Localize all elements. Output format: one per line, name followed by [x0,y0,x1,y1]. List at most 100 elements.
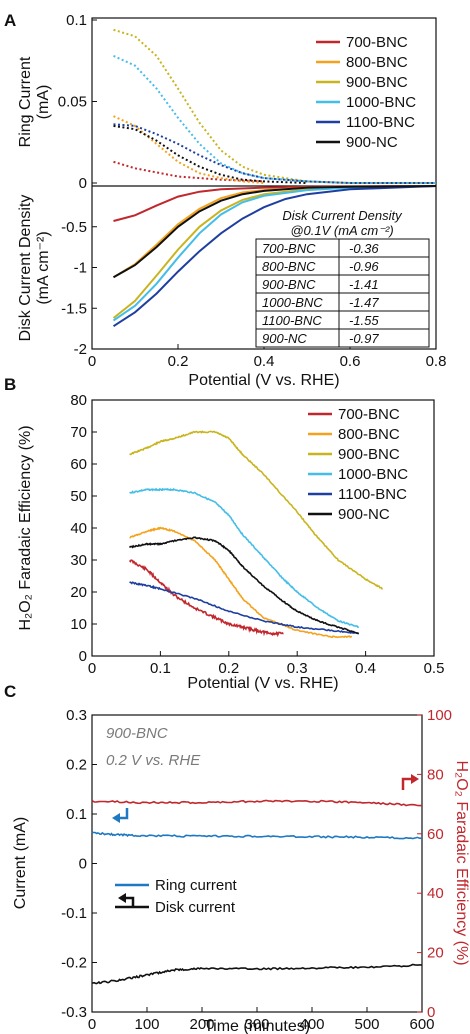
panel-a: A 0 0.2 0.4 0.6 0.8 0.1 0.05 0 -0.5 -1 -1.5 -2 Ring… [4,11,446,389]
y-tick-label: 20 [70,584,87,601]
y-tick-label: 30 [70,552,87,569]
stability-line-disk-current [91,963,423,985]
y-tick-label: 0 [79,175,87,192]
legend-label-900-bnc: 900-BNC [338,446,400,463]
panel-b-legend: 700-BNC 800-BNC 900-BNC 1000-BNC 1100-BNC 900… [308,406,408,523]
legend-label-700-bnc: 700-BNC [346,34,408,51]
y-tick-label: 20 [427,945,444,962]
table-cell-sample: 1100-BNC [262,313,322,328]
panel-c-xlabel: Time (minutes) [204,1018,310,1034]
y-tick-label: 0 [79,648,87,665]
y-tick-label: 60 [70,456,87,473]
panel-a-xlabel: Potential (V vs. RHE) [188,372,339,389]
legend-label-700-bnc: 700-BNC [338,406,400,423]
x-tick-label: 0.5 [424,660,445,677]
table-cell-value: -0.36 [349,241,379,256]
table-cell-value: -1.41 [349,277,379,292]
fe-line-800-bnc [129,526,353,639]
panel-c-label: C [4,682,16,701]
legend-label-disk-current: Disk current [155,899,236,916]
ring-line-900-nc [113,124,308,184]
table-cell-sample: 800-BNC [262,259,316,274]
disk-line-1100-bnc [112,185,437,328]
x-tick-label: 0.8 [426,353,447,370]
fe-line-1000-bnc [129,487,359,628]
y-tick-label: -0.1 [61,905,87,922]
legend-label-800-bnc: 800-BNC [346,54,408,71]
y-tick-label: 0.1 [66,12,87,29]
legend-label-900-nc: 900-NC [346,134,398,151]
y-tick-label: 60 [427,826,444,843]
x-tick-label: 300 [244,1016,269,1033]
y-tick-label: -2 [74,341,87,358]
x-tick-label: 0 [88,1016,96,1033]
panel-b: B 0 0.1 0.2 0.3 0.4 0.5 0 10 20 30 40 50 60 70 80 H₂O₂… [4,375,444,692]
legend-label-900-nc: 900-NC [338,506,390,523]
x-tick-label: 0 [88,660,96,677]
ring-ylabel: Ring Current [17,56,34,147]
disk-line-1000-bnc [112,185,437,322]
right-axis-arrowhead [411,774,419,784]
panel-b-xlabel: Potential (V vs. RHE) [187,675,338,692]
x-tick-label: 200 [189,1016,214,1033]
table-cell-value: -1.55 [349,313,379,328]
ring-line-800-bnc [113,115,265,184]
y-tick-label: 40 [427,885,444,902]
y-tick-label: 10 [70,616,87,633]
y-tick-label: 80 [70,392,87,409]
ring-line-700-bnc [113,160,265,183]
y-tick-label: 70 [70,424,87,441]
y-tick-label: -0.2 [61,955,87,972]
legend-label-1000-bnc: 1000-BNC [346,94,416,111]
ring-current-plot [113,28,436,184]
table-cell-sample: 900-NC [262,331,307,346]
x-tick-label: 0 [88,353,96,370]
ring-yunit: (mA) [35,85,52,120]
x-tick-label: 0.4 [355,660,376,677]
stability-line-faradaic-efficiency [91,799,422,807]
disk-axis-arrowhead [118,893,126,903]
fe-line-700-bnc [128,559,284,638]
y-tick-label: 0 [79,856,87,873]
legend-label-1000-bnc: 1000-BNC [338,466,408,483]
table-body: 700-BNC -0.36 800-BNC -0.96 900-BNC -1.41 1000… [255,238,430,348]
fe-line-1100-bnc [129,581,360,635]
y-tick-label: -0.3 [61,1004,87,1021]
y-tick-label: -0.5 [61,219,87,236]
panel-a-legend: 700-BNC 800-BNC 900-BNC 1000-BNC 1100-BNC 900… [316,34,416,151]
x-tick-label: 0.2 [218,660,239,677]
stability-plot [91,799,423,985]
y-tick-label: 0.3 [66,707,87,724]
y-tick-label: 0.1 [66,806,87,823]
table-cell-sample: 700-BNC [262,241,316,256]
ring-line-1000-bnc [113,54,436,184]
disk-yunit: (mA cm⁻²) [35,231,52,304]
annotation-catalyst: 900-BNC [106,725,168,742]
disk-current-table: Disk Current Density @0.1V (mA cm⁻²) 700… [255,208,430,348]
panel-c: C 0 100 200 300 400 500 600-0.3-0.2-0.100.10.2… [4,682,470,1034]
x-tick-label: 0.2 [168,353,189,370]
y-tick-label: -1 [74,260,87,277]
disk-axis-arrow [124,896,135,908]
table-cell-value: -1.47 [349,295,379,310]
disk-ylabel: Disk Current Density [17,195,34,342]
legend-label-ring-current: Ring current [155,877,238,894]
panel-c-ylabel-right: H₂O₂ Faradaic Efficiency (%) [453,760,470,965]
y-tick-label: -1.5 [61,300,87,317]
x-tick-label: 500 [354,1016,379,1033]
panel-a-ticks: 0 0.2 0.4 0.6 0.8 0.1 0.05 0 -0.5 -1 -1.5 -2 [58,12,447,370]
legend-label-1100-bnc: 1100-BNC [338,486,407,503]
ring-line-900-bnc [113,28,436,184]
table-subtitle: @0.1V (mA cm⁻²) [290,223,393,238]
panel-b-ylabel: H₂O₂ Faradaic Efficiency (%) [17,425,34,630]
panel-c-legend: Ring current Disk current [115,877,238,916]
fe-line-900-bnc [129,430,383,590]
legend-label-1100-bnc: 1100-BNC [346,114,415,131]
x-tick-label: 400 [299,1016,324,1033]
panel-c-ticks: 0 100 200 300 400 500 600-0.3-0.2-0.100.10.20.… [61,707,452,1033]
x-tick-label: 0.4 [254,353,275,370]
y-tick-label: 100 [427,707,452,724]
ring-axis-arrow [118,808,129,820]
faradaic-efficiency-plot [128,430,383,639]
